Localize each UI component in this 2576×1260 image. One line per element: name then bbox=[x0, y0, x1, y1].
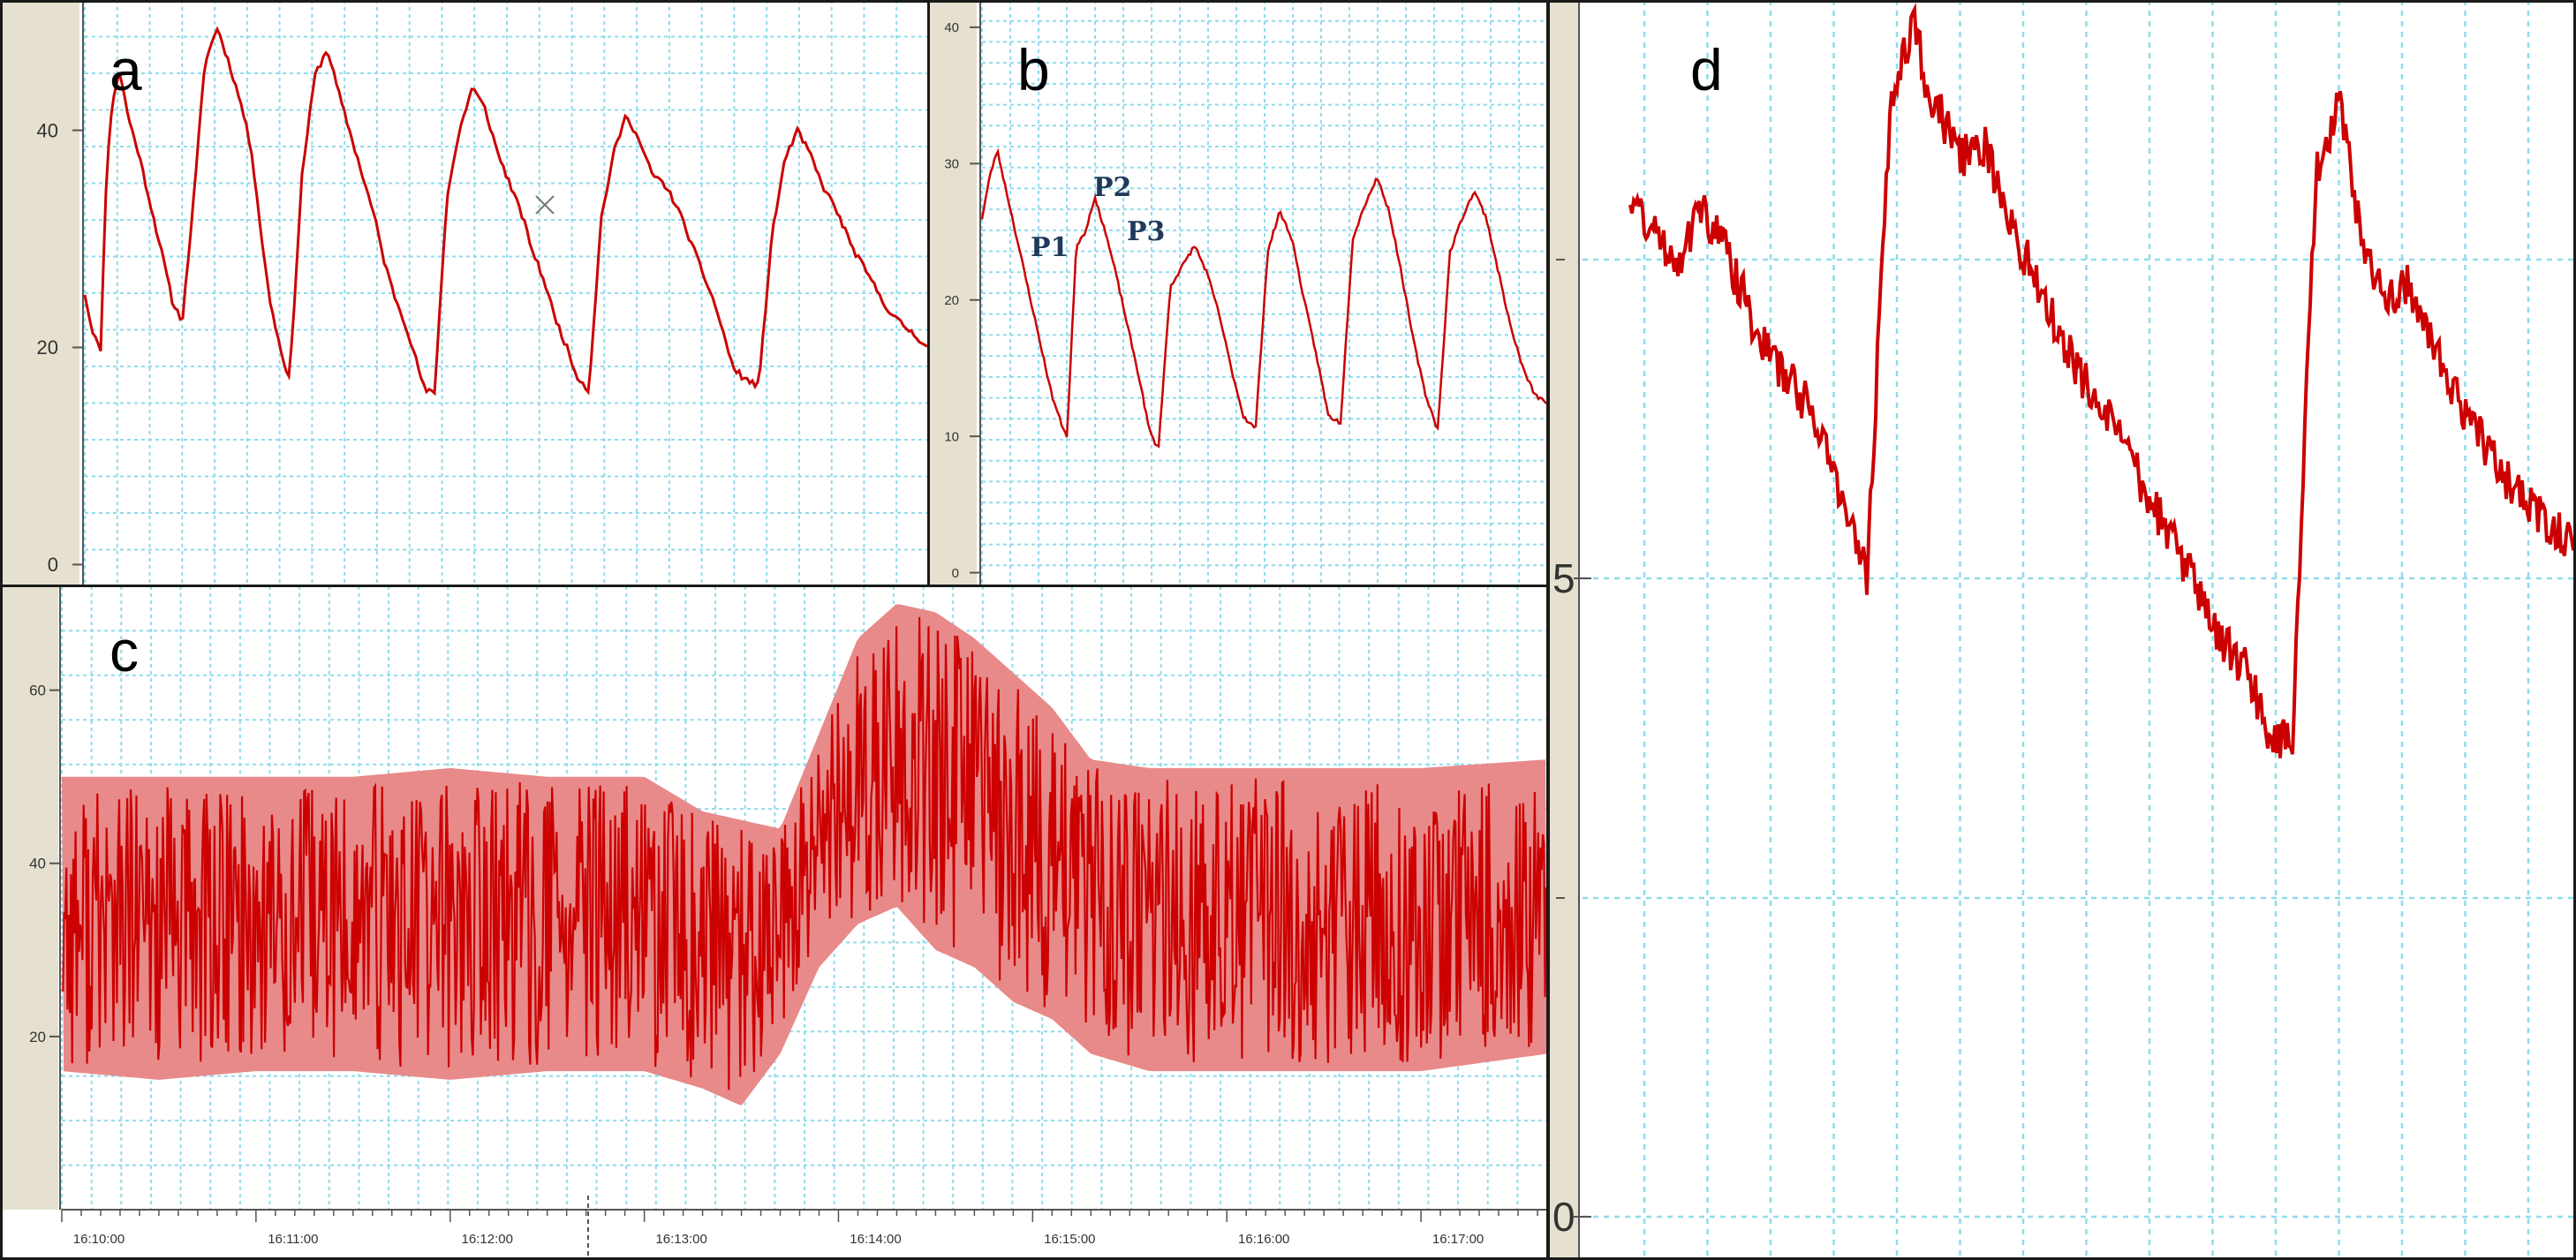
panel-c-axis-strip bbox=[0, 586, 58, 1245]
panel-c-x-tick-label: 16:10:00 bbox=[73, 1232, 125, 1247]
panel-b-y-tick-label: 10 bbox=[944, 429, 959, 444]
panel-c-x-tick-label: 16:13:00 bbox=[655, 1232, 706, 1247]
panel-c-x-tick-label: 16:17:00 bbox=[1432, 1232, 1484, 1247]
chart-a: 0 20 40 bbox=[0, 0, 929, 586]
panel-letter-c: c bbox=[110, 618, 139, 683]
panel-c-x-tick-label: 16:14:00 bbox=[850, 1232, 901, 1247]
panel-b-annotation-p1: P1 bbox=[1031, 232, 1069, 263]
panel-c-series-line bbox=[61, 616, 1547, 1090]
panel-a-cursor-mark bbox=[535, 195, 555, 215]
panel-d-axis-strip bbox=[1547, 0, 1579, 1260]
panel-b-annotation-p2: P2 bbox=[1093, 172, 1131, 203]
panel-c-y-tick-label: 20 bbox=[29, 1029, 46, 1045]
panel-b-annotation-p3: P3 bbox=[1127, 216, 1165, 247]
panel-c-x-tick-label: 16:12:00 bbox=[462, 1232, 513, 1247]
panel-c-x-tick-label: 16:16:00 bbox=[1238, 1232, 1289, 1247]
panel-c: 20 40 60 16:10:00 16:11:00 16:12:00 16:13:00 16… bbox=[0, 586, 1547, 1260]
panel-a-y-tick-label: 0 bbox=[48, 554, 58, 576]
panel-c-x-axis-strip bbox=[0, 1210, 1547, 1260]
panel-a-y-tick-label: 40 bbox=[37, 119, 58, 141]
panel-c-y-tick-label: 40 bbox=[29, 856, 46, 872]
panel-b-axis-strip bbox=[929, 0, 977, 586]
panel-letter-a: a bbox=[110, 37, 142, 102]
panel-c-y-tick-label: 60 bbox=[29, 683, 46, 699]
panel-d-series-line bbox=[1628, 2, 2576, 758]
panel-b: 0 10 20 30 40 P1 P2 P3 b bbox=[929, 0, 1547, 586]
panel-a: 0 20 40 a bbox=[0, 0, 929, 586]
panel-b-y-tick-label: 30 bbox=[944, 157, 959, 172]
panel-letter-b: b bbox=[1017, 37, 1050, 102]
panel-c-x-tick-label: 16:15:00 bbox=[1044, 1232, 1095, 1247]
panel-b-y-tick-label: 40 bbox=[944, 20, 959, 35]
chart-c: 20 40 60 16:10:00 16:11:00 16:12:00 16:13:00 16… bbox=[0, 586, 1547, 1260]
panel-a-series-line bbox=[83, 26, 928, 396]
panel-b-y-tick-label: 20 bbox=[944, 293, 959, 308]
panel-letter-d: d bbox=[1690, 37, 1723, 102]
panel-a-axis-strip bbox=[0, 0, 79, 586]
chart-b: 0 10 20 30 40 P1 P2 P3 bbox=[929, 0, 1547, 586]
panel-d-y-tick-label: 0 bbox=[1552, 1194, 1575, 1240]
chart-d: 05 bbox=[1547, 0, 2576, 1260]
panel-d-y-tick-label: 5 bbox=[1552, 555, 1575, 601]
panel-c-x-tick-label: 16:11:00 bbox=[268, 1232, 318, 1247]
panel-b-y-tick-label: 0 bbox=[952, 566, 959, 581]
panel-a-y-tick-label: 20 bbox=[37, 336, 58, 358]
panel-b-series-line bbox=[980, 147, 1547, 449]
